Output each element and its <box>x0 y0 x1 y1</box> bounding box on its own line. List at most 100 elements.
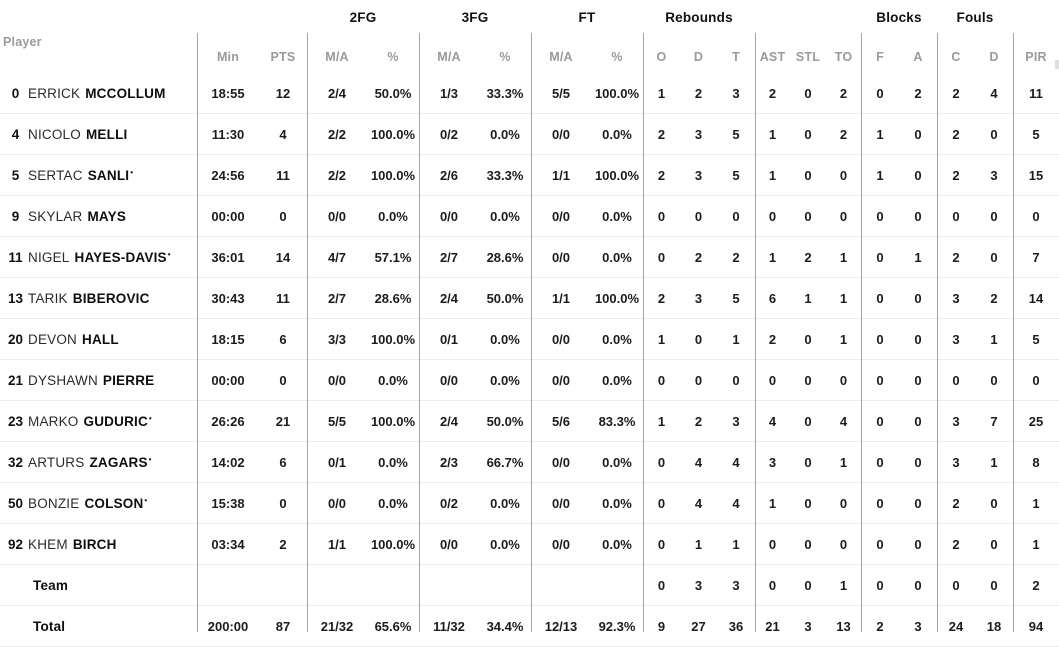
player-name-cell: 50 BONZIE COLSON • <box>0 496 197 511</box>
pts-cell: 87 <box>275 618 291 634</box>
stl-cell: 0 <box>804 577 812 593</box>
pts-cell: 21 <box>275 413 291 429</box>
min-cell: 26:26 <box>211 413 245 429</box>
reb-o-cell: 0 <box>657 372 666 388</box>
blk-f-cell: 0 <box>876 208 884 224</box>
player-row[interactable]: 92 KHEM BIRCH 03:34 2 1/1 100.0% 0/0 0.0… <box>0 524 1059 565</box>
player-row[interactable]: 23 MARKO GUDURIC • 26:26 21 5/5 100.0% 2… <box>0 401 1059 442</box>
ast-cell: 0 <box>768 577 777 593</box>
ft-ma-cell: 0/0 <box>551 454 571 470</box>
ft-ma-cell: 0/0 <box>551 372 571 388</box>
reb-t-cell: 1 <box>732 536 740 552</box>
player-row[interactable]: 50 BONZIE COLSON • 15:38 0 0/0 0.0% 0/2 … <box>0 483 1059 524</box>
player-first-name: NICOLO <box>28 126 81 142</box>
foul-d-cell: 2 <box>990 290 998 306</box>
3fg-pct-cell: 50.0% <box>486 290 524 306</box>
player-row[interactable]: 5 SERTAC SANLI • 24:56 11 2/2 100.0% 2/6… <box>0 155 1059 196</box>
3fg-ma-cell: 0/0 <box>439 536 459 552</box>
blk-a-cell: 0 <box>914 495 922 511</box>
2fg-pct-cell: 0.0% <box>378 372 408 388</box>
player-row[interactable]: 4 NICOLO MELLI 11:30 4 2/2 100.0% 0/2 0.… <box>0 114 1059 155</box>
2fg-ma-cell: 1/1 <box>327 536 347 552</box>
col-header-2fg-pct: % <box>387 50 399 64</box>
to-cell: 1 <box>839 290 848 306</box>
reb-o-cell: 0 <box>657 577 666 593</box>
player-row[interactable]: 20 DEVON HALL 18:15 6 3/3 100.0% 0/1 0.0… <box>0 319 1059 360</box>
3fg-ma-cell: 2/4 <box>439 413 459 429</box>
reb-t-cell: 5 <box>732 167 740 183</box>
3fg-ma-cell: 0/2 <box>439 495 459 511</box>
3fg-pct-cell: 28.6% <box>486 249 524 265</box>
player-row[interactable]: 0 ERRICK MCCOLLUM 18:55 12 2/4 50.0% 1/3… <box>0 73 1059 114</box>
player-row[interactable]: 11 NIGEL HAYES-DAVIS • 36:01 14 4/7 57.1… <box>0 237 1059 278</box>
player-row[interactable]: 32 ARTURS ZAGARS • 14:02 6 0/1 0.0% 2/3 … <box>0 442 1059 483</box>
player-last-name: COLSON <box>84 495 144 511</box>
foul-c-cell: 3 <box>952 454 960 470</box>
stl-cell: 0 <box>804 413 812 429</box>
3fg-ma-cell: 11/32 <box>433 618 465 634</box>
col-header-pir: PIR <box>1025 50 1047 64</box>
blk-a-cell: 0 <box>914 577 922 593</box>
col-header-foul-c: C <box>951 50 961 64</box>
player-last-name: Total <box>33 618 66 634</box>
blk-f-cell: 1 <box>876 167 884 183</box>
reb-o-cell: 1 <box>657 331 666 347</box>
3fg-ma-cell: 1/3 <box>439 85 459 101</box>
reb-t-cell: 5 <box>732 126 740 142</box>
player-first-name: BONZIE <box>28 495 80 511</box>
group-header-rebounds: Rebounds <box>665 10 733 25</box>
player-row[interactable]: 13 TARIK BIBEROVIC 30:43 11 2/7 28.6% 2/… <box>0 278 1059 319</box>
reb-d-cell: 2 <box>694 85 703 101</box>
reb-o-cell: 2 <box>657 167 666 183</box>
player-last-name: HALL <box>82 331 119 347</box>
min-cell: 30:43 <box>211 290 245 306</box>
stl-cell: 0 <box>804 454 812 470</box>
player-row[interactable]: 21 DYSHAWN PIERRE 00:00 0 0/0 0.0% 0/0 0… <box>0 360 1059 401</box>
2fg-pct-cell: 100.0% <box>370 126 416 142</box>
starter-mark: • <box>167 249 171 259</box>
reb-t-cell: 4 <box>732 495 740 511</box>
ft-pct-cell: 0.0% <box>602 249 632 265</box>
group-header-3fg: 3FG <box>461 10 489 25</box>
player-first-name: TARIK <box>28 290 68 306</box>
3fg-pct-cell: 50.0% <box>486 413 524 429</box>
to-cell: 0 <box>839 372 848 388</box>
reb-o-cell: 0 <box>657 454 666 470</box>
player-first-name: ERRICK <box>28 85 81 101</box>
col-header-ast: AST <box>759 50 786 64</box>
blk-f-cell: 0 <box>876 454 884 470</box>
player-last-name: HAYES-DAVIS <box>74 249 167 265</box>
group-header-2fg: 2FG <box>349 10 377 25</box>
starter-mark: • <box>148 413 152 423</box>
player-first-name: SKYLAR <box>28 208 83 224</box>
3fg-pct-cell: 0.0% <box>490 208 520 224</box>
table-body: 0 ERRICK MCCOLLUM 18:55 12 2/4 50.0% 1/3… <box>0 73 1059 647</box>
2fg-ma-cell: 2/7 <box>327 290 347 306</box>
3fg-ma-cell: 2/3 <box>439 454 459 470</box>
foul-d-cell: 1 <box>990 331 998 347</box>
foul-c-cell: 0 <box>952 372 960 388</box>
foul-c-cell: 2 <box>952 85 960 101</box>
col-header-3fg-pct: % <box>499 50 511 64</box>
pts-cell: 0 <box>279 495 287 511</box>
min-cell: 03:34 <box>211 536 245 552</box>
player-name-cell: 32 ARTURS ZAGARS • <box>0 455 197 470</box>
to-cell: 1 <box>839 249 848 265</box>
2fg-pct-cell: 0.0% <box>378 454 408 470</box>
min-cell: 11:30 <box>211 126 245 142</box>
reb-o-cell: 0 <box>657 208 666 224</box>
stl-cell: 0 <box>804 536 812 552</box>
column-divider <box>861 33 862 632</box>
ft-ma-cell: 5/5 <box>551 85 571 101</box>
ft-ma-cell: 0/0 <box>551 208 571 224</box>
col-header-stl: STL <box>795 50 821 64</box>
foul-c-cell: 2 <box>952 126 960 142</box>
player-last-name: Team <box>33 577 69 593</box>
reb-d-cell: 3 <box>694 126 703 142</box>
player-row[interactable]: 9 SKYLAR MAYS 00:00 0 0/0 0.0% 0/0 0.0% … <box>0 196 1059 237</box>
ast-cell: 2 <box>768 85 777 101</box>
pir-cell: 0 <box>1032 208 1040 224</box>
reb-d-cell: 2 <box>694 413 703 429</box>
stl-cell: 0 <box>804 126 812 142</box>
column-divider <box>197 33 198 632</box>
